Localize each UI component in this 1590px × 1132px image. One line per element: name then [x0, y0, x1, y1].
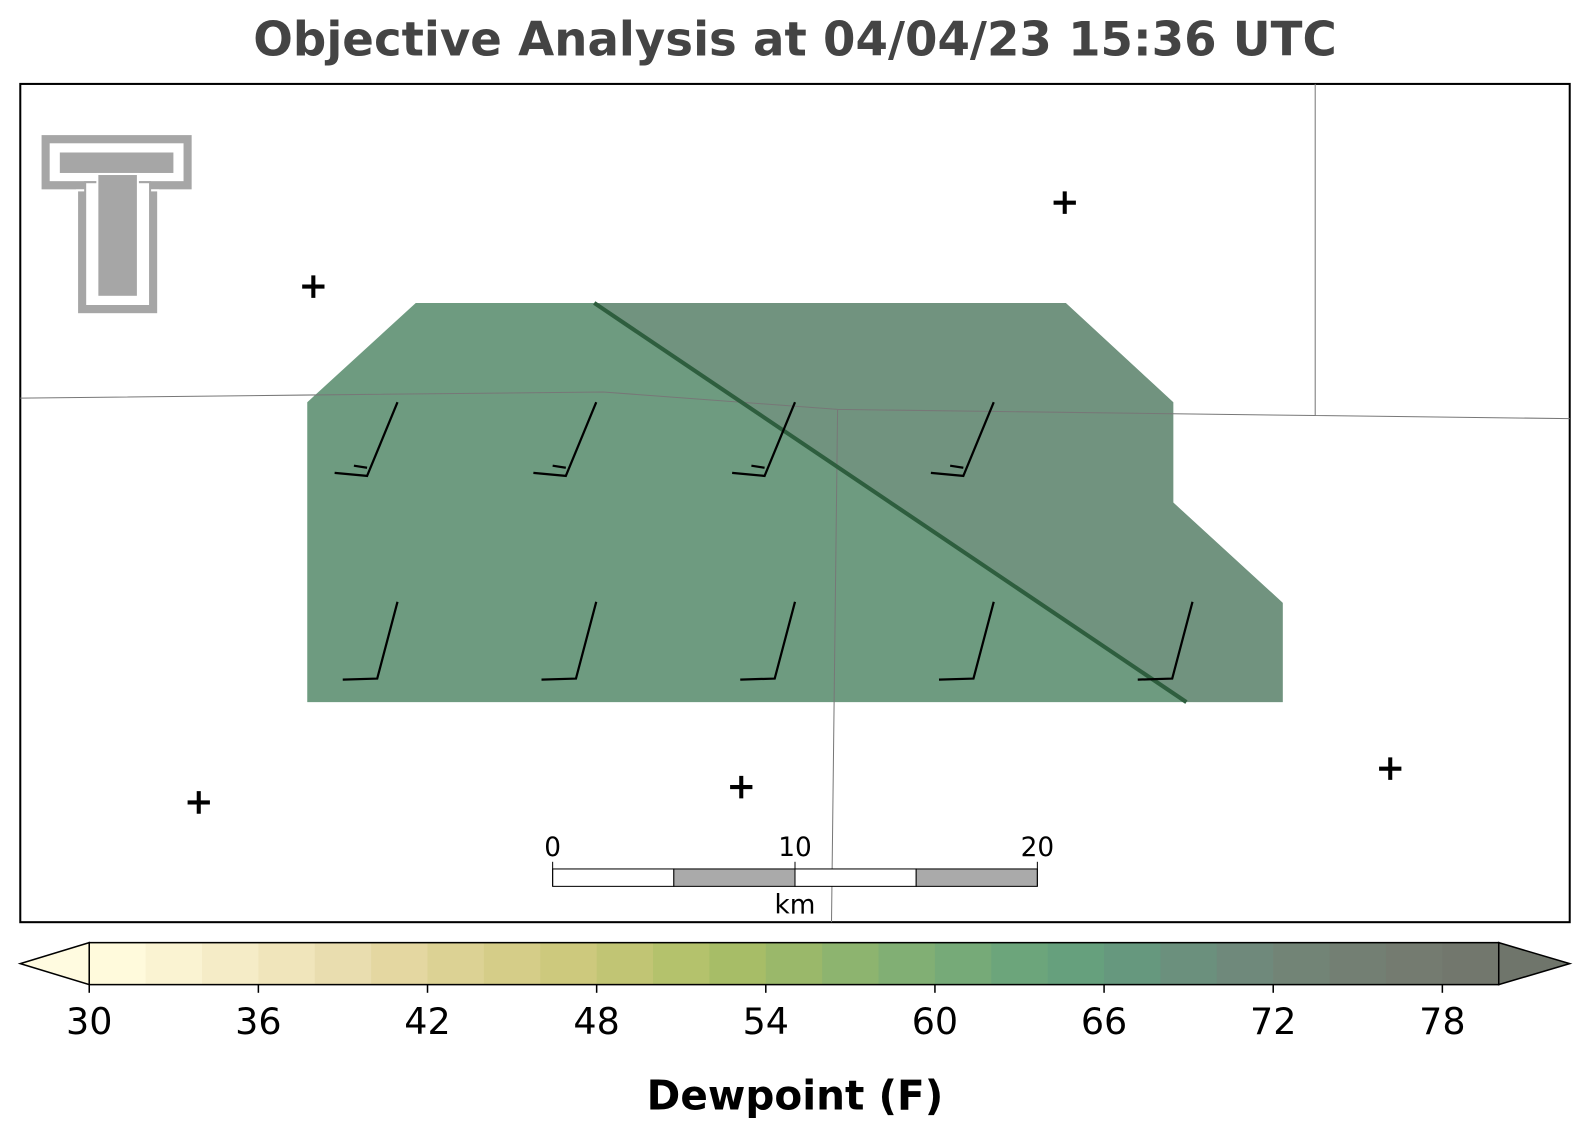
colorbar-box	[653, 942, 710, 985]
boundary-line	[593, 301, 1188, 704]
colorbar-box	[709, 942, 767, 985]
scale-tick-label: 10	[778, 832, 812, 863]
colorbar-box	[483, 942, 541, 985]
colorbar-box	[596, 942, 654, 985]
scale-tick-label: 20	[1021, 832, 1055, 863]
scale-segment	[794, 868, 917, 887]
dewpoint-fill	[594, 302, 1283, 703]
colorbar: 30 36 42 48 54 60 66 72 78	[17, 941, 1573, 1043]
colorbar-box	[314, 942, 372, 985]
colorbar-box	[540, 942, 598, 985]
colorbar-box	[1442, 942, 1500, 985]
colorbar-tick-label: 30	[66, 1000, 112, 1043]
logo	[39, 133, 194, 316]
colorbar-box	[765, 942, 823, 985]
colorbar-tick-label: 54	[743, 1000, 789, 1043]
colorbar-tick-label: 72	[1250, 1000, 1296, 1043]
scale-unit: km	[775, 889, 816, 920]
colorbar-box	[1329, 942, 1387, 985]
scale-segment	[915, 868, 1038, 887]
colorbar-box	[201, 942, 259, 985]
colorbar-box	[1047, 942, 1105, 985]
colorbar-under	[17, 941, 90, 986]
colorbar-box	[822, 942, 880, 985]
scale-tick-label: 0	[544, 832, 561, 863]
colorbar-box	[991, 942, 1049, 985]
colorbar-box	[1385, 942, 1443, 985]
scale-bar: 0 10 20 km	[544, 832, 1054, 920]
colorbar-box	[1104, 942, 1161, 985]
colorbar-tick-label: 36	[235, 1000, 281, 1043]
colorbar-box	[1160, 942, 1218, 985]
colorbar-box	[1273, 942, 1331, 985]
colorbar-frame	[88, 941, 1500, 986]
county-line	[20, 83, 1570, 923]
scale-segment	[552, 868, 675, 887]
colorbar-label: Dewpoint (F)	[647, 1071, 944, 1119]
colorbar-box	[145, 942, 203, 985]
colorbar-tick-label: 78	[1419, 1000, 1465, 1043]
colorbar-over	[1497, 941, 1573, 986]
colorbar-tick-label: 60	[912, 1000, 958, 1043]
colorbar-tick-label: 42	[404, 1000, 450, 1043]
colorbar-box	[934, 942, 992, 985]
colorbar-box	[258, 942, 316, 985]
colorbar-box	[89, 942, 147, 985]
map: 0 10 20 km	[19, 82, 1571, 924]
chart-title: Objective Analysis at 04/04/23 15:36 UTC	[253, 13, 1336, 67]
colorbar-box	[878, 942, 936, 985]
scale-segment	[673, 868, 796, 887]
colorbar-box	[371, 942, 429, 985]
colorbar-box	[427, 942, 485, 985]
colorbar-tick-label: 66	[1081, 1000, 1127, 1043]
colorbar-tick-label: 48	[573, 1000, 619, 1043]
colorbar-box	[1216, 942, 1274, 985]
